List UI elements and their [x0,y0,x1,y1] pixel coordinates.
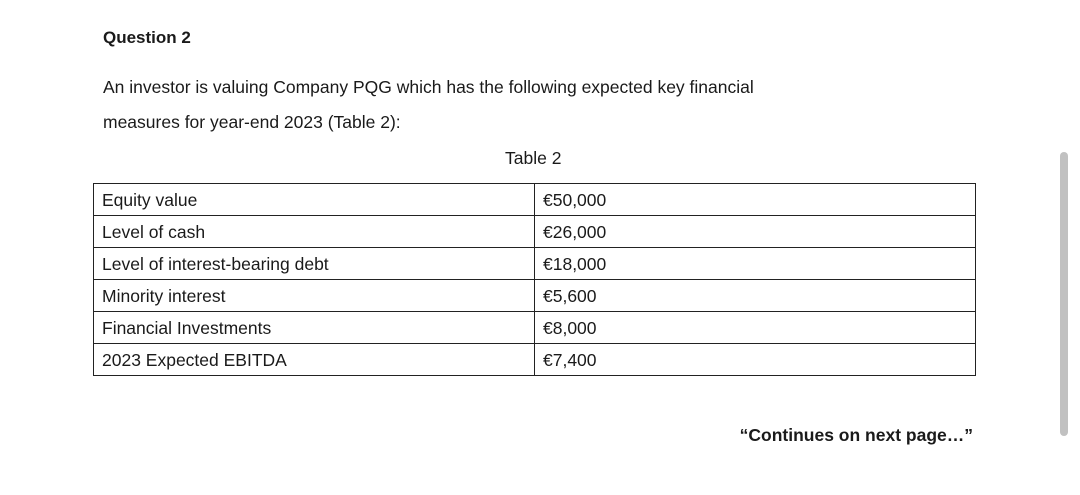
row-label: Financial Investments [93,311,535,344]
vertical-scrollbar[interactable] [1060,152,1068,436]
table-row: Level of cash €26,000 [93,215,976,248]
row-value: €50,000 [534,183,976,216]
row-value: €26,000 [534,215,976,248]
row-value: €7,400 [534,343,976,376]
table-caption: Table 2 [505,148,562,168]
row-value: €5,600 [534,279,976,312]
table-row: Level of interest-bearing debt €18,000 [93,247,976,280]
row-label: Level of interest-bearing debt [93,247,535,280]
intro-line-2: measures for year-end 2023 (Table 2): [103,112,401,132]
table-row: Financial Investments €8,000 [93,311,976,344]
row-label: Equity value [93,183,535,216]
question-heading: Question 2 [103,28,191,47]
table-row: 2023 Expected EBITDA €7,400 [93,343,976,376]
question-intro: An investor is valuing Company PQG which… [103,70,963,140]
continues-note: “Continues on next page…” [739,425,973,445]
row-label: 2023 Expected EBITDA [93,343,535,376]
row-value: €8,000 [534,311,976,344]
row-value: €18,000 [534,247,976,280]
financial-measures-table: Equity value €50,000 Level of cash €26,0… [93,183,976,376]
row-label: Minority interest [93,279,535,312]
table-row: Equity value €50,000 [93,183,976,216]
intro-line-1: An investor is valuing Company PQG which… [103,77,754,97]
row-label: Level of cash [93,215,535,248]
table-row: Minority interest €5,600 [93,279,976,312]
